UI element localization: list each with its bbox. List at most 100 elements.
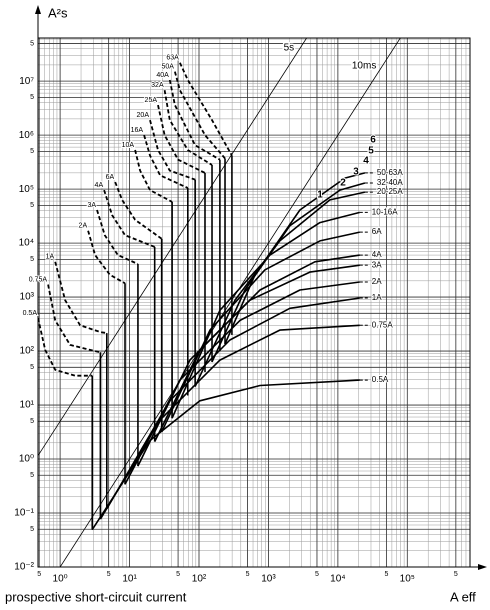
y-axis-label: A²s [48,5,68,20]
operating-label: 32-40A [377,178,403,187]
pre-arcing-curve [87,230,126,285]
y-axis-arrowhead [35,5,41,14]
x-tick-label: 5 [315,571,319,578]
operating-curve [153,254,360,442]
y-tick-label: 5 [30,202,34,209]
x-axis-label: A eff [450,589,476,604]
pre-arcing-curve [168,79,221,161]
pre-arcing-curve [157,104,206,174]
pre-arcing-curve [96,209,139,265]
reference-line-label: 10ms [352,61,376,72]
pre-arcing-label: 0.75A [29,276,48,283]
group-label: 5 [368,146,374,157]
operating-label: 0.75A [372,320,394,329]
pre-arcing-curve [103,189,156,248]
y-tick-label: 5 [30,526,34,533]
x-tick-label: 10⁵ [400,574,415,585]
y-tick-label: 10⁴ [19,238,34,249]
operating-label: 0.5A [372,375,389,384]
y-tick-label: 10⁰ [19,454,34,465]
x-axis-arrowhead [478,564,487,570]
pre-arcing-curve [143,134,189,189]
y-tick-label: 10³ [20,292,35,303]
plot-frame [37,37,471,568]
pre-arcing-label: 50A [161,63,174,70]
operating-label: 3A [372,260,382,269]
operating-label: 10-16A [372,208,398,217]
x-tick-label: 10³ [261,574,276,585]
y-tick-label: 10⁻² [14,562,34,573]
pre-arcing-label: 2A [79,223,88,230]
pre-arcing-label: 16A [131,127,144,134]
y-tick-label: 5 [30,256,34,263]
y-tick-label: 5 [30,418,34,425]
y-tick-label: 5 [30,310,34,317]
operating-label: 20-25A [377,187,403,196]
operating-curve [91,379,360,531]
pre-arcing-curve [134,149,173,203]
pre-arcing-curve [38,317,93,377]
x-tick-label: 5 [454,571,458,578]
operating-label: 6A [372,227,382,236]
reference-line [38,38,308,456]
pre-arcing-label: 20A [137,112,150,119]
pre-arcing-label: 3A [87,202,96,209]
x-tick-label: 5 [107,571,111,578]
operating-label: 2A [372,277,382,286]
pre-arcing-label: 4A [95,182,104,189]
y-tick-label: 10⁶ [19,130,34,141]
x-tick-label: 10⁴ [330,574,345,585]
x-tick-label: 10² [192,574,207,585]
operating-curve [106,297,360,510]
y-tick-label: 10² [20,346,35,357]
y-tick-label: 5 [30,40,34,47]
x-tick-label: 5 [37,571,41,578]
y-tick-label: 5 [30,472,34,479]
pre-arcing-label: 40A [156,72,169,79]
y-tick-label: 5 [30,148,34,155]
x-tick-label: 5 [246,571,250,578]
pre-arcing-curve [174,71,226,159]
group-label: 6 [370,135,376,146]
y-tick-label: 5 [30,94,34,101]
reference-line-label: 5s [284,43,295,54]
operating-curve [224,172,366,345]
operating-curve [99,324,360,520]
group-label: 1 [317,190,323,201]
y-tick-label: 10⁷ [19,76,34,87]
pre-arcing-curve [149,119,196,181]
operating-label: 50-63A [377,168,403,177]
reference-line [59,38,401,567]
y-tick-label: 5 [30,364,34,371]
pre-arcing-label: 0.5A [23,310,38,317]
pre-arcing-curve [179,62,233,156]
group-label: 4 [363,156,369,167]
pre-arcing-label: 32A [151,82,164,89]
pre-arcing-curve [163,90,213,166]
x-tick-label: 5 [176,571,180,578]
y-tick-label: 10⁻¹ [14,508,34,519]
x-tick-label: 10¹ [122,574,137,585]
y-tick-label: 10⁵ [19,184,34,195]
pre-arcing-label: 25A [145,97,158,104]
pre-arcing-curve [54,261,107,334]
group-label: 2 [340,178,346,189]
x-tick-label: 5 [384,571,388,578]
pre-arcing-label: 10A [122,142,135,149]
operating-curve [124,281,360,485]
operating-curve [160,231,360,433]
y-tick-label: 10¹ [20,400,35,411]
pre-arcing-label: 1A [46,254,55,261]
plot-area [38,38,401,567]
x-caption: prospective short-circuit current [5,589,187,604]
operating-curve [211,182,366,363]
pre-arcing-curve [114,181,163,240]
pre-arcing-label: 63A [166,55,179,62]
pre-arcing-curve [47,284,101,354]
x-tick-label: 10⁰ [53,574,68,585]
operating-label: 4A [372,250,382,259]
operating-label: 1A [372,293,382,302]
pre-arcing-label: 6A [106,174,115,181]
